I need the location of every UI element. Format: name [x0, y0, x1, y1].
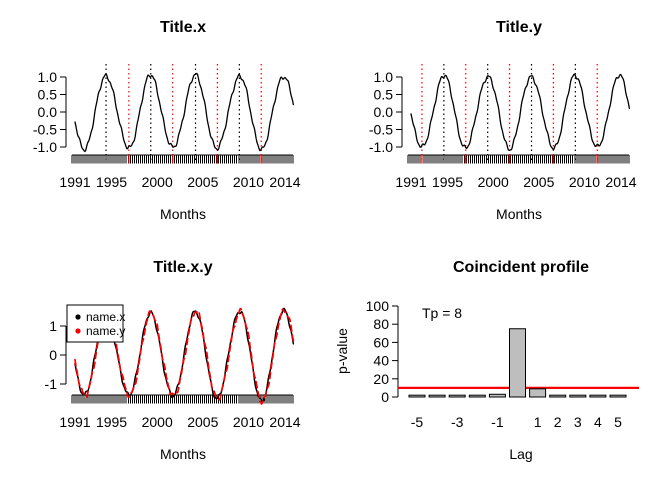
svg-text:2010: 2010: [233, 414, 264, 430]
svg-text:-1.0: -1.0: [33, 139, 57, 155]
svg-text:0.5: 0.5: [38, 87, 58, 103]
svg-text:1995: 1995: [96, 174, 127, 190]
svg-text:2014: 2014: [269, 174, 300, 190]
svg-text:2014: 2014: [605, 174, 636, 190]
legend-label-name-y: name.y: [86, 324, 125, 338]
coincident-profile-xaxis-title: Lag: [509, 446, 532, 462]
svg-text:2005: 2005: [187, 174, 218, 190]
title-x-plot-area: 1.0 0.50.0 -0.5-1.0 1991 1995 2000 2005 2010 201…: [33, 64, 301, 190]
svg-text:-0.5: -0.5: [33, 122, 57, 138]
svg-text:5: 5: [614, 414, 622, 430]
svg-text:-0.5: -0.5: [369, 122, 393, 138]
svg-text:0: 0: [49, 347, 57, 363]
svg-text:0.0: 0.0: [374, 104, 394, 120]
svg-text:2005: 2005: [523, 174, 554, 190]
svg-text:2000: 2000: [142, 174, 173, 190]
title-y-xaxis-title: Months: [496, 206, 542, 222]
svg-text:2: 2: [554, 414, 562, 430]
svg-text:1991: 1991: [59, 174, 90, 190]
legend-box: [66, 304, 124, 343]
legend-label-name-x: name.x: [86, 310, 125, 324]
svg-text:60: 60: [373, 334, 389, 350]
title-x-y-xaxis-title: Months: [160, 446, 206, 462]
svg-text:2014: 2014: [269, 414, 300, 430]
svg-text:0.5: 0.5: [374, 87, 394, 103]
panel-title-y: 1.0 0.50.0 -0.5-1.0 1991 1995 2000 2005 2010 201…: [369, 19, 637, 222]
title-x-chart-title: Title.x: [160, 19, 206, 36]
svg-text:4: 4: [594, 414, 602, 430]
svg-text:80: 80: [373, 316, 389, 332]
svg-text:2000: 2000: [478, 174, 509, 190]
panel-coincident-profile: 0 20 40 60 80 100 -5 -3 -1 1 2 3 4 5 Coincident profi…: [336, 259, 639, 462]
svg-text:100: 100: [366, 298, 390, 314]
svg-text:0: 0: [381, 389, 389, 405]
yaxis-title-p-value: p-value: [336, 328, 350, 374]
svg-text:1995: 1995: [96, 414, 127, 430]
svg-text:2010: 2010: [233, 174, 264, 190]
svg-text:2010: 2010: [569, 174, 600, 190]
coincident-profile-plot-area: 0 20 40 60 80 100 -5 -3 -1 1 2 3 4 5: [366, 298, 639, 430]
svg-text:20: 20: [373, 371, 389, 387]
tp-annotation: Tp = 8: [422, 305, 462, 321]
svg-text:-1: -1: [45, 376, 58, 392]
svg-text:1: 1: [534, 414, 542, 430]
svg-text:3: 3: [574, 414, 582, 430]
svg-text:2000: 2000: [142, 414, 173, 430]
title-y-plot-area: 1.0 0.50.0 -0.5-1.0 1991 1995 2000 2005 2010 201…: [369, 64, 637, 190]
svg-text:2005: 2005: [187, 414, 218, 430]
coincident-profile-chart-title: Coincident profile: [453, 259, 589, 276]
legend-marker-name-x: [75, 314, 81, 320]
title-y-chart-title: Title.y: [496, 19, 542, 36]
title-x-y-chart-title: Title.x.y: [153, 259, 212, 276]
svg-text:1995: 1995: [432, 174, 463, 190]
legend-marker-name-y: [75, 328, 81, 334]
svg-text:-5: -5: [411, 414, 424, 430]
svg-text:-3: -3: [451, 414, 464, 430]
svg-text:1991: 1991: [395, 174, 426, 190]
svg-text:1.0: 1.0: [374, 69, 394, 85]
svg-text:1.0: 1.0: [38, 69, 58, 85]
svg-text:-1.0: -1.0: [369, 139, 393, 155]
svg-text:1: 1: [49, 318, 57, 334]
svg-text:-1: -1: [491, 414, 504, 430]
title-x-y-plot-area: 1 0 -1 1991 1995 2000 2005 2010 2014: [45, 307, 301, 430]
title-x-xaxis-title: Months: [160, 206, 206, 222]
svg-text:1991: 1991: [59, 414, 90, 430]
svg-text:40: 40: [373, 353, 389, 369]
legend: name.x name.y: [66, 304, 125, 343]
panel-title-x-y: 1 0 -1 1991 1995 2000 2005 2010 2014 name.x name…: [45, 259, 301, 462]
panel-title-x: 1.0 0.50.0 -0.5-1.0 1991 1995 2000 2005 2010 201…: [33, 19, 301, 222]
svg-text:0.0: 0.0: [38, 104, 58, 120]
